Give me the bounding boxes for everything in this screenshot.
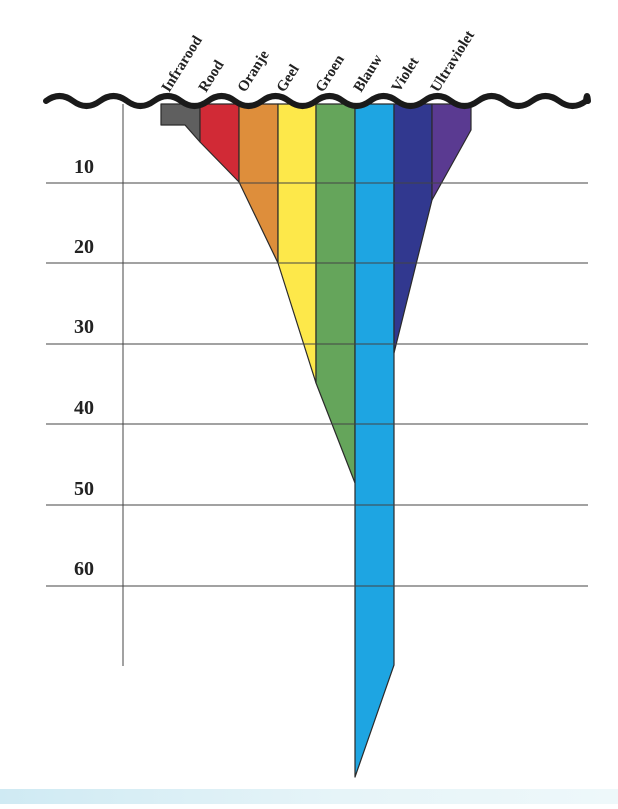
band-ultraviolet [431, 103, 472, 201]
depth-label-10: 10 [74, 156, 94, 178]
band-infrarood [160, 103, 201, 143]
depth-label-50: 50 [74, 478, 94, 500]
depth-label-40: 40 [74, 397, 94, 419]
label-oranje: Oranje [235, 47, 273, 95]
label-geel: Geel [274, 62, 303, 95]
label-rood: Rood [196, 57, 228, 95]
depth-label-60: 60 [74, 558, 94, 580]
depth-label-20: 20 [74, 236, 94, 258]
color-bands [160, 103, 472, 778]
depth-grid [46, 104, 588, 666]
band-groen [315, 103, 356, 484]
water-surface-wave [43, 93, 591, 109]
band-violet [393, 103, 433, 354]
depth-label-30: 30 [74, 316, 94, 338]
band-rood [199, 103, 240, 183]
band-geel [277, 103, 317, 384]
label-blauw: Blauw [351, 52, 386, 95]
label-groen: Groen [313, 52, 348, 95]
depth-axis-labels: 10 20 30 40 50 60 [74, 156, 94, 580]
bottom-decorative-band [0, 789, 618, 804]
label-ultraviolet: Ultraviolet [428, 28, 478, 95]
band-blauw [354, 103, 395, 778]
label-violet: Violet [389, 55, 423, 96]
color-name-labels: Infrarood Rood Oranje Geel Groen Blauw V… [159, 28, 478, 95]
